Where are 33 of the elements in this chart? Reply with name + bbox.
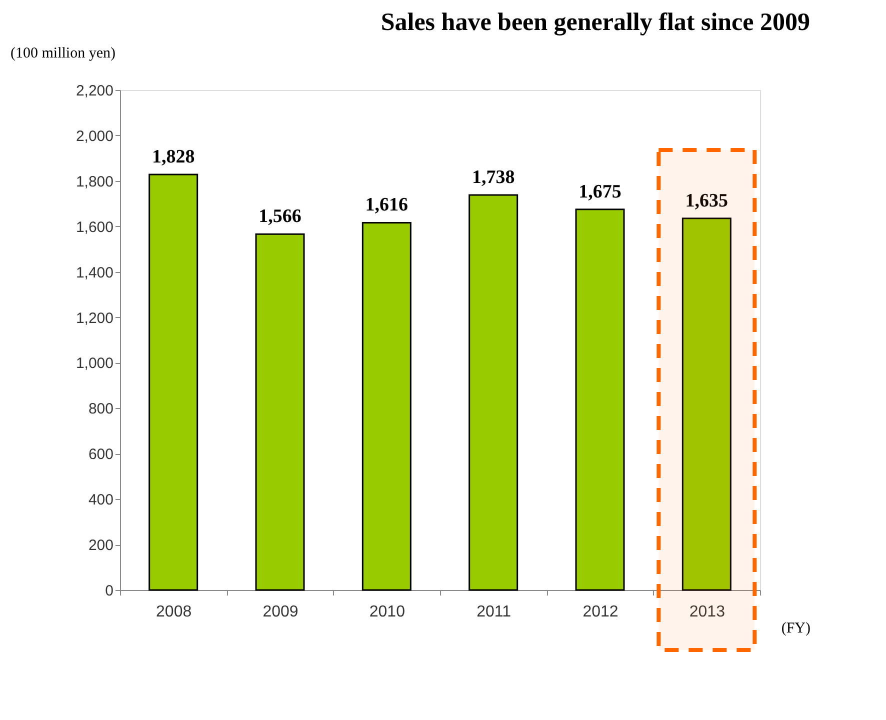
bar xyxy=(682,218,732,591)
x-tick-label: 2011 xyxy=(476,604,512,620)
y-tick-label: 2,200 xyxy=(76,82,114,100)
data-label: 1,635 xyxy=(685,190,728,212)
y-tick-label: 1,400 xyxy=(76,264,114,282)
bar xyxy=(362,222,412,591)
y-tick-label: 2,000 xyxy=(76,128,114,145)
x-tick-label: 2010 xyxy=(369,604,406,620)
data-label: 1,616 xyxy=(365,194,408,216)
chart-title: Sales have been generally flat since 2009 xyxy=(380,9,810,36)
bar xyxy=(468,194,518,591)
bar xyxy=(255,233,305,591)
bar xyxy=(575,208,625,591)
x-tick-label: 2012 xyxy=(582,604,618,620)
y-tick-label: 1,000 xyxy=(76,355,114,372)
y-tick-label: 400 xyxy=(88,492,114,509)
x-tick-label: 2009 xyxy=(262,604,298,620)
y-tick-label: 1,200 xyxy=(76,310,114,327)
data-label: 1,566 xyxy=(258,206,302,228)
x-tick-label: 2008 xyxy=(156,604,192,620)
y-tick-label: 600 xyxy=(88,446,114,464)
x-axis-title: (FY) xyxy=(781,620,810,636)
y-axis-title: (100 million yen) xyxy=(10,46,116,62)
y-tick-label: 0 xyxy=(105,582,114,600)
y-tick-label: 1,800 xyxy=(76,173,114,190)
y-tick-label: 1,600 xyxy=(76,218,114,236)
bar xyxy=(148,174,198,591)
data-label: 1,738 xyxy=(472,167,515,188)
x-tick-label: 2013 xyxy=(689,604,726,620)
y-tick-label: 800 xyxy=(88,400,114,418)
data-label: 1,675 xyxy=(578,181,622,202)
data-label: 1,828 xyxy=(152,146,195,168)
y-tick-label: 200 xyxy=(88,537,114,554)
